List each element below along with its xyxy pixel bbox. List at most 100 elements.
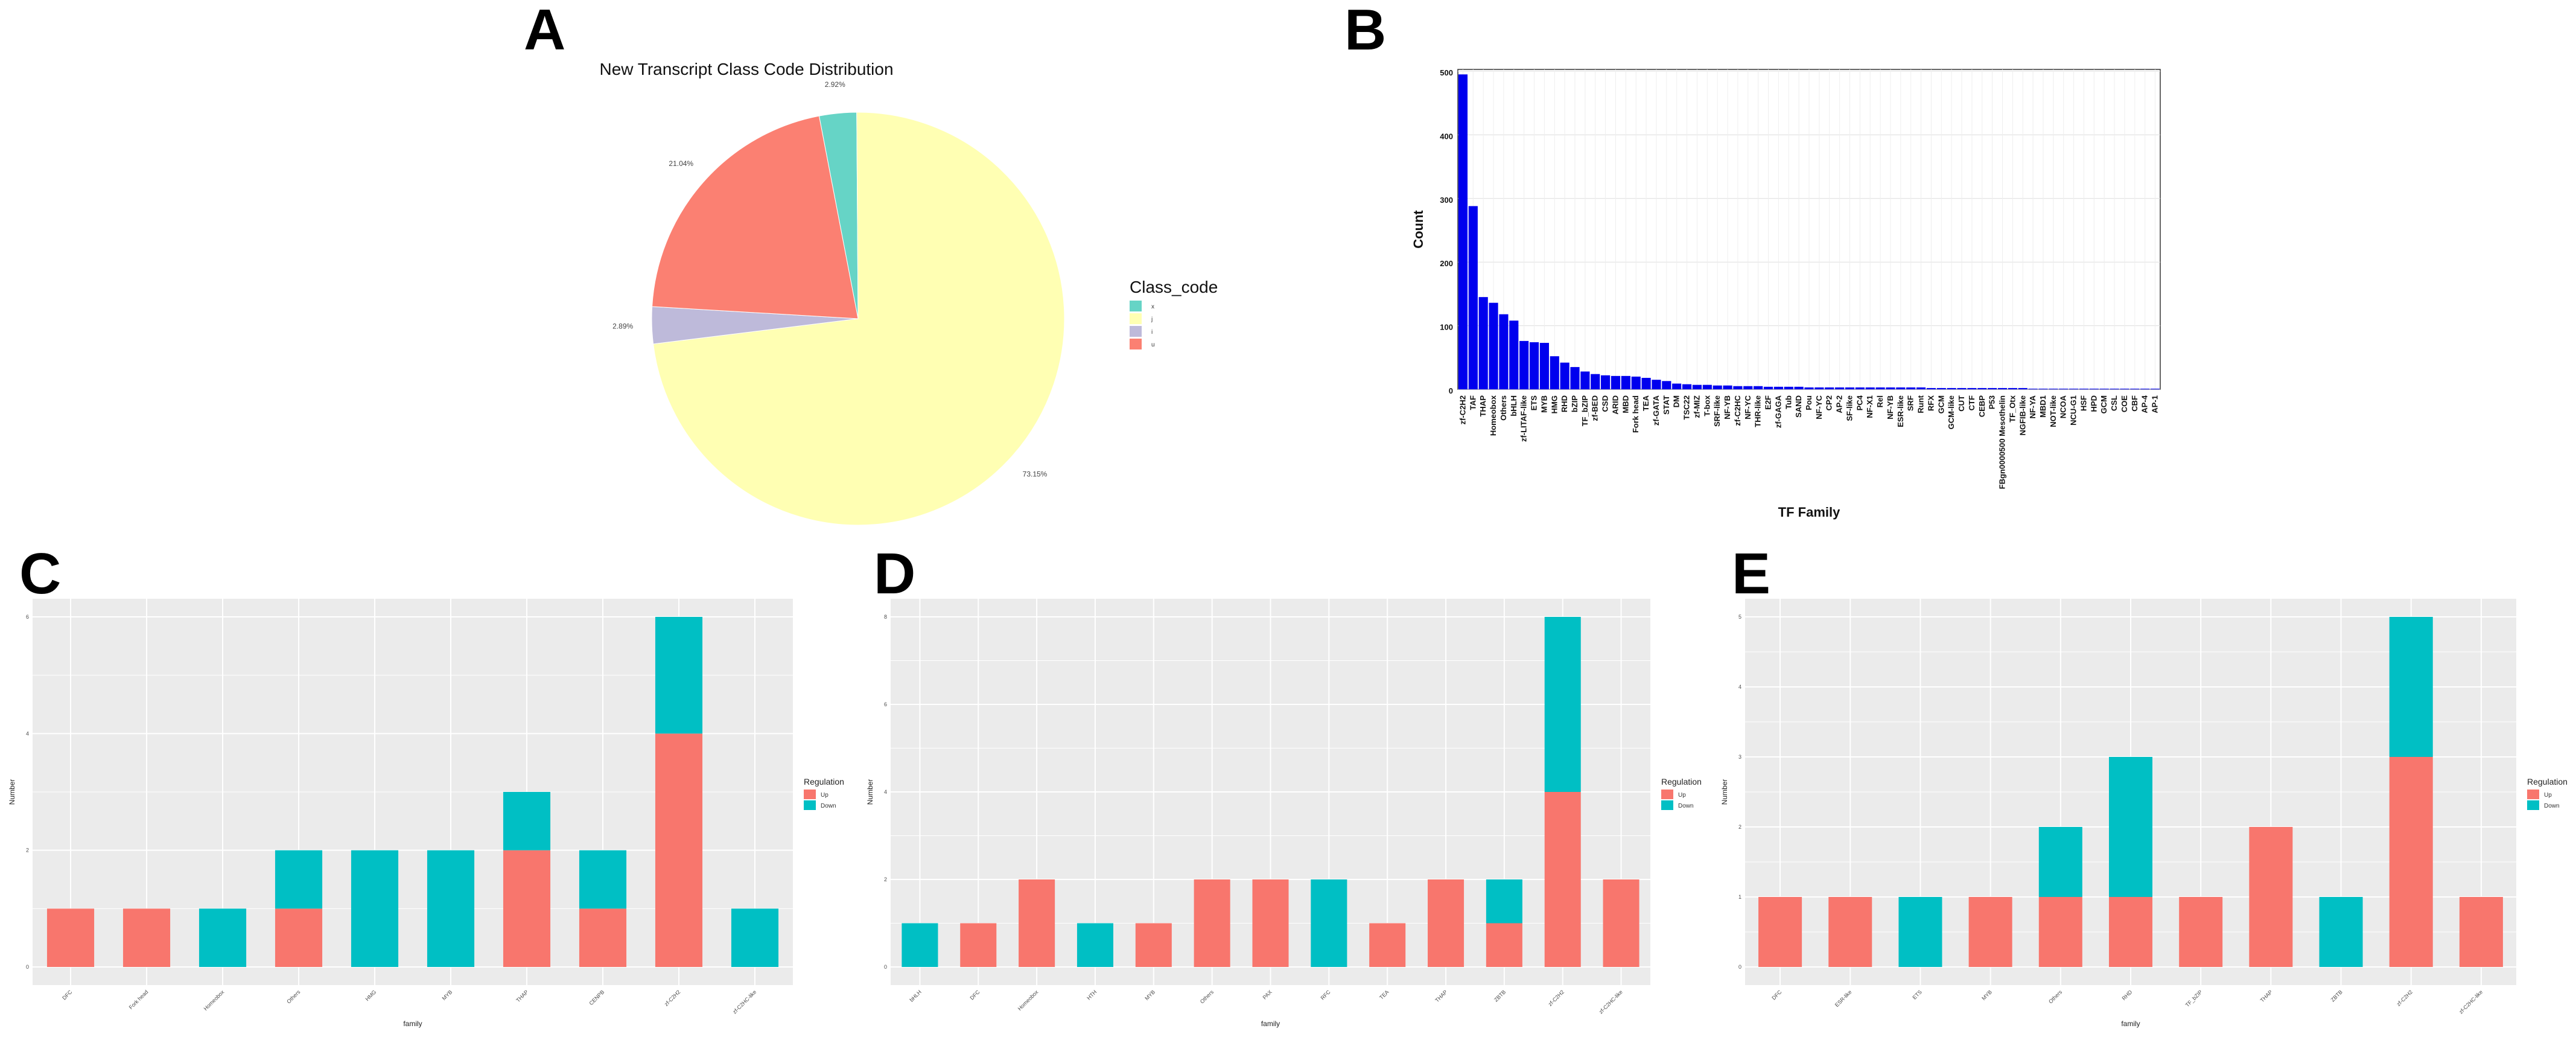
x-tick-label: DFC: [1770, 989, 1783, 1001]
x-tick-label: bHLH: [908, 989, 922, 1003]
bar: [1672, 383, 1682, 389]
x-tick-label: AP-1: [2151, 395, 2160, 413]
bar-up: [1369, 923, 1406, 967]
x-tick-label: TEA: [1641, 395, 1650, 411]
x-axis-title: TF Family: [1778, 505, 1840, 520]
x-tick-label: DFC: [969, 989, 982, 1001]
x-axis-title: family: [2121, 1019, 2140, 1028]
y-axis-title: Number: [8, 779, 16, 805]
pie-title: New Transcript Class Code Distribution: [599, 60, 893, 78]
pie-slice-j: [653, 112, 1065, 526]
bar: [1896, 387, 1906, 389]
bar: [1754, 386, 1763, 389]
x-tick-label: zf-GATA: [1652, 395, 1661, 426]
x-tick-label: CP2: [1825, 395, 1834, 410]
x-tick-label: zf-C2H2: [1458, 395, 1467, 424]
bar: [1814, 387, 1824, 389]
x-tick-label: CENPB: [588, 989, 605, 1006]
legend-swatch: [804, 800, 816, 810]
bar: [1733, 386, 1743, 389]
y-tick-label: 4: [1738, 684, 1741, 690]
x-tick-label: HPD: [2089, 395, 2098, 412]
x-tick-label: CBF: [2130, 395, 2139, 412]
pie-legend-label: u: [1151, 342, 1155, 348]
x-tick-label: RHD: [1560, 395, 1569, 412]
x-tick-label: DM: [1672, 395, 1681, 407]
x-tick-label: GCM: [1936, 395, 1945, 413]
x-tick-label: bZIP: [1570, 395, 1579, 412]
bar-up: [503, 850, 551, 967]
x-tick-label: PC4: [1855, 395, 1864, 410]
y-tick-label: 8: [884, 614, 887, 620]
x-tick-label: Fork head: [128, 989, 150, 1010]
pie-legend-swatch: [1130, 301, 1142, 311]
x-tick-label: bHLH: [1509, 395, 1518, 416]
bar: [1652, 380, 1661, 389]
bar-up: [655, 733, 703, 967]
panel-letter-d: D: [874, 541, 915, 606]
bar-up: [2249, 827, 2293, 967]
pie-legend-title: Class_code: [1130, 278, 1218, 296]
y-tick-label: 2: [884, 876, 887, 882]
tf-family-bar-panel: 0 100 200 300 400 500 zf-C2H2 TAF THAP Homeobox Ot…: [1411, 68, 2161, 520]
x-tick-label: Rel: [1875, 395, 1884, 407]
bar: [1936, 388, 1946, 389]
bar-down: [275, 850, 323, 909]
panel-letter-a: A: [524, 0, 565, 62]
bar-up: [1252, 879, 1289, 967]
x-tick-label: HSF: [2079, 395, 2088, 411]
x-tick-label: Pou: [1804, 395, 1813, 410]
bar: [2008, 388, 2017, 389]
legend-swatch: [2527, 800, 2539, 810]
pie-value-label: 21.04%: [669, 159, 693, 168]
x-tick-label: MBD1: [2038, 395, 2047, 418]
bar: [1886, 387, 1895, 389]
pie-value-label: 73.15%: [1023, 470, 1048, 478]
x-tick-label: TF_bZIP: [2184, 989, 2204, 1008]
x-tick-label: ARID: [1611, 395, 1620, 415]
bar-up: [1603, 879, 1639, 967]
x-tick-label: ZBTB: [2330, 989, 2344, 1003]
bar-down: [1486, 879, 1522, 924]
pie-legend-swatch: [1130, 339, 1142, 349]
y-tick-label: 300: [1440, 196, 1453, 205]
x-tick-label: Others: [2047, 989, 2064, 1005]
bar-up: [1019, 879, 1055, 967]
y-tick-label: 3: [1738, 754, 1741, 760]
bar: [1906, 387, 1916, 389]
x-tick-label: Fork head: [1631, 395, 1640, 433]
x-tick-label: NCU-G1: [2069, 395, 2078, 426]
x-tick-label: COE: [2120, 395, 2129, 413]
x-tick-label: THAP: [515, 989, 529, 1003]
x-tick-label: SAND: [1794, 395, 1803, 418]
y-tick-label: 6: [884, 701, 887, 707]
bar: [1631, 376, 1641, 389]
bar-down: [351, 850, 399, 967]
regulation-chart-c: 0 2 4 6 DFC Fork head Homeobox Others HMG MYB THAP…: [8, 599, 844, 1028]
x-tick-label: Others: [1499, 395, 1508, 421]
y-tick-label: 0: [1449, 386, 1453, 395]
bar-down: [2319, 897, 2363, 967]
pie-slice-u: [652, 115, 859, 319]
bar-up: [46, 908, 95, 967]
bar-up: [1544, 792, 1581, 967]
x-tick-label: AP-2: [1835, 395, 1844, 413]
bar-down: [1898, 897, 1942, 967]
y-axis-title: Number: [1720, 779, 1729, 805]
pie-legend-label: x: [1151, 304, 1154, 310]
x-tick-label: FBgn0000500 Mesothelin: [1998, 395, 2007, 489]
bar: [1529, 342, 1539, 389]
legend-swatch: [804, 790, 816, 799]
bar: [1580, 371, 1590, 389]
x-tick-label: CSD: [1601, 395, 1610, 412]
bar-down: [503, 792, 551, 850]
legend-label: Down: [821, 803, 836, 809]
x-tick-label: PAX: [1262, 989, 1273, 1000]
bar: [1988, 388, 1997, 389]
bar: [1845, 387, 1855, 389]
legend-label: Down: [2544, 803, 2560, 809]
x-axis-title: family: [1261, 1019, 1280, 1028]
x-tick-label: E2F: [1764, 395, 1773, 410]
bar-down: [2038, 827, 2082, 897]
x-tick-label: Runt: [1916, 395, 1926, 413]
